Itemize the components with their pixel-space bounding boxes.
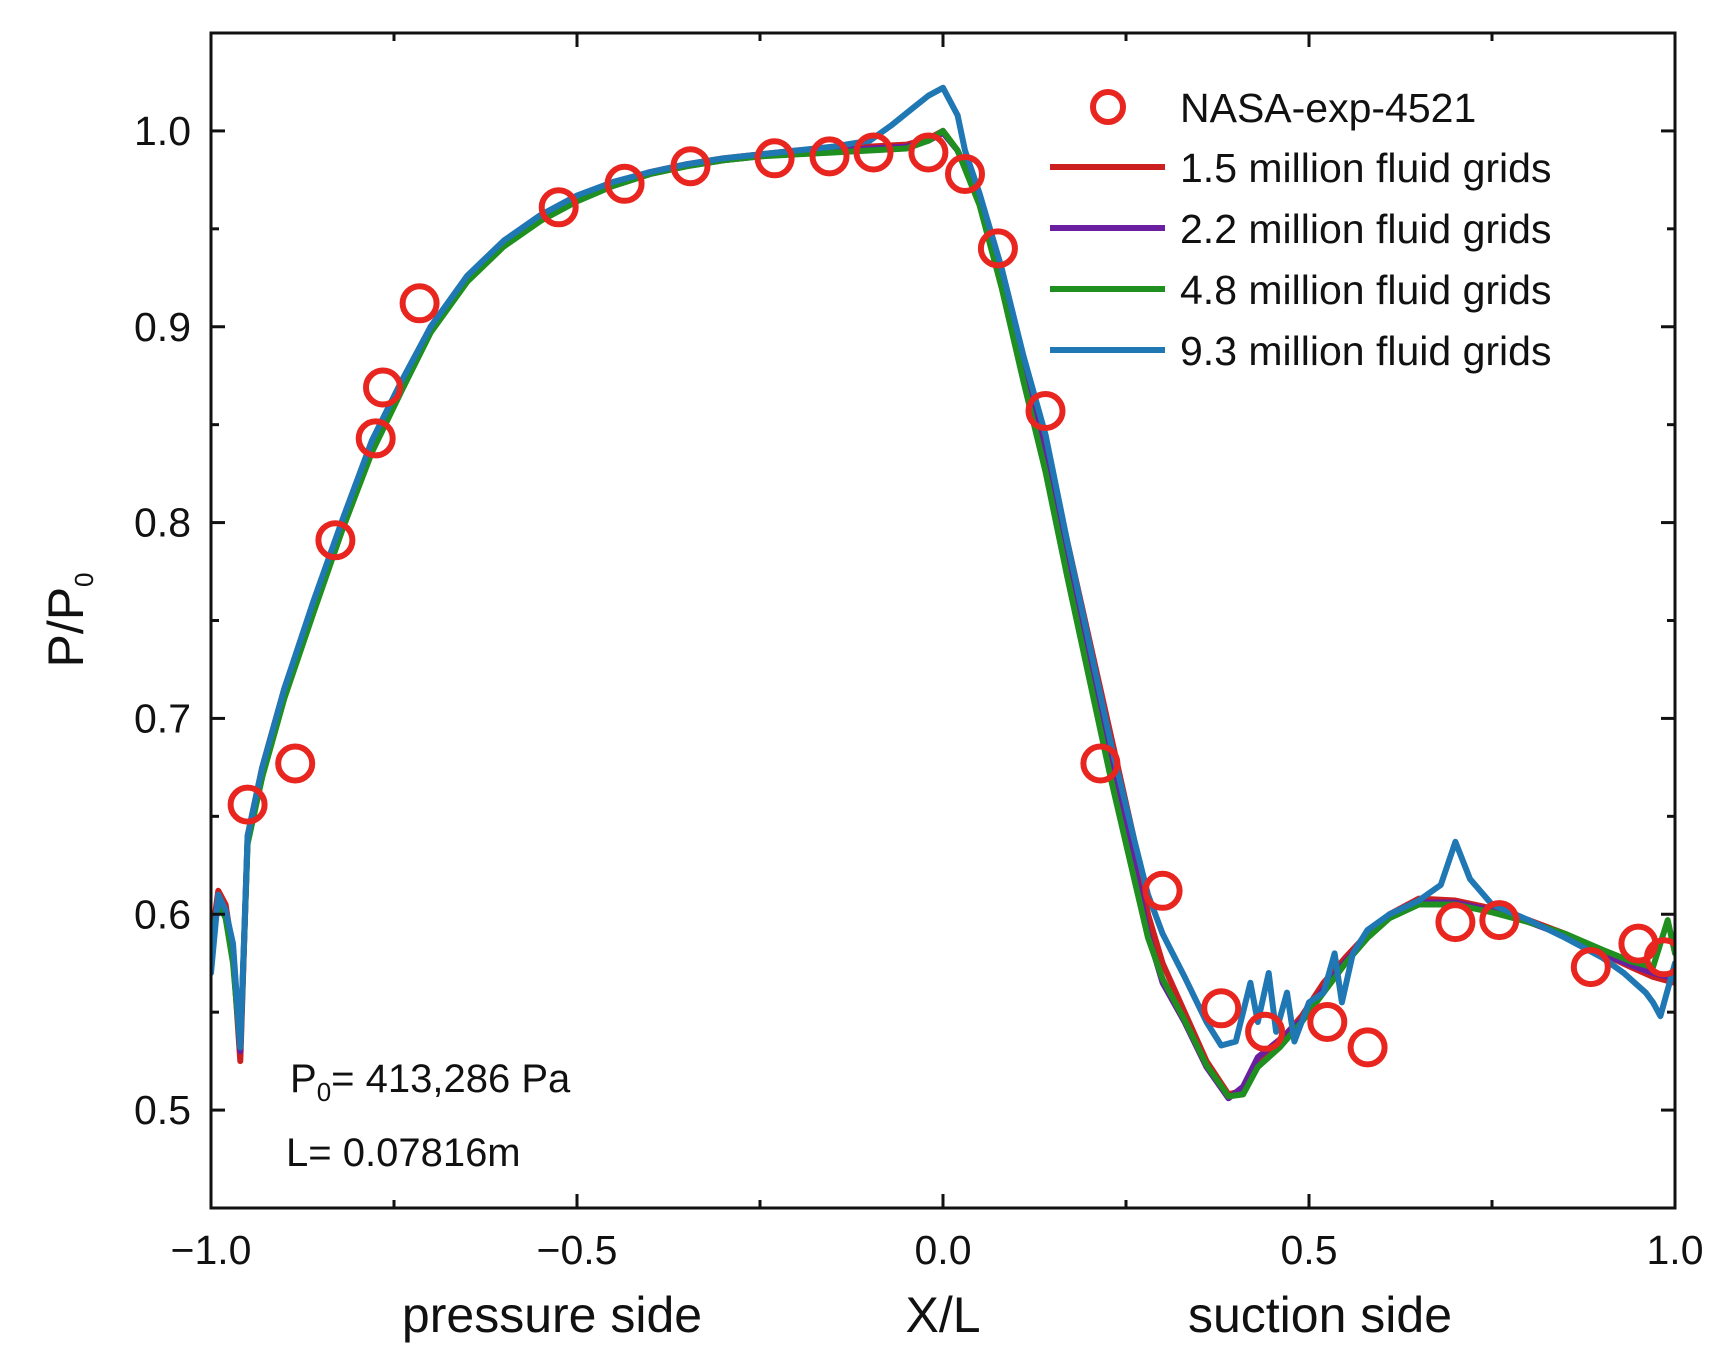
p0-annotation-prefix: P: [290, 1057, 317, 1101]
legend-label-2-2-million: 2.2 million fluid grids: [1180, 206, 1551, 252]
data-point-nasa-exp-4521-9: [754, 138, 795, 179]
y-axis-label-group: P/P0: [38, 572, 99, 667]
data-point-nasa-exp-4521-5: [399, 283, 440, 324]
y-axis-label: P/P0: [38, 572, 99, 667]
data-point-nasa-exp-4521-26: [1644, 937, 1675, 978]
data-point-nasa-exp-4521-8: [670, 146, 711, 187]
legend-label-nasa-exp: NASA-exp-4521: [1180, 85, 1476, 131]
p0-annotation: P0= 413,286 Pa: [290, 1057, 571, 1107]
legend-label-9-3-million: 9.3 million fluid grids: [1180, 328, 1551, 374]
plot-area: [211, 84, 1675, 1102]
x-axis-left-side-label: pressure side: [402, 1287, 702, 1343]
series-line-4-8-million-fluid-grids: [211, 127, 1675, 1100]
y-tick-label: 0.8: [134, 500, 191, 546]
data-point-nasa-exp-4521-7: [604, 163, 645, 204]
x-tick-label: 1.0: [1647, 1227, 1704, 1273]
y-axis-label-main: P/P: [38, 587, 94, 668]
data-point-nasa-exp-4521-22: [1435, 902, 1476, 943]
data-point-nasa-exp-4521-6: [538, 187, 579, 228]
y-axis-label-subscript: 0: [69, 572, 99, 586]
y-tick-label: 0.9: [134, 304, 191, 350]
x-tick-label: −0.5: [537, 1227, 618, 1273]
data-point-nasa-exp-4521-11: [853, 132, 894, 173]
data-point-nasa-exp-4521-21: [1347, 1027, 1388, 1068]
y-tick-label: 0.6: [134, 891, 191, 937]
ticks-layer: −1.0 −0.5 0.0 0.5 1.0 0.5 0.6 0.7 0.8 0.9 1.0: [134, 33, 1704, 1273]
legend-label-1-5-million: 1.5 million fluid grids: [1180, 145, 1551, 191]
data-point-nasa-exp-4521-23: [1479, 900, 1520, 941]
y-tick-label: 1.0: [134, 108, 191, 154]
legend: NASA-exp-4521 1.5 million fluid grids 2.…: [1050, 85, 1551, 374]
data-point-nasa-exp-4521-20: [1307, 1002, 1348, 1042]
x-tick-label: 0.5: [1281, 1227, 1338, 1273]
data-point-nasa-exp-4521-24: [1570, 947, 1611, 988]
p0-annotation-subscript: 0: [317, 1077, 331, 1107]
y-tick-label: 0.5: [134, 1087, 191, 1133]
x-tick-label: 0.0: [915, 1227, 972, 1273]
length-annotation: L= 0.07816m: [286, 1131, 521, 1175]
data-point-nasa-exp-4521-15: [1025, 391, 1066, 431]
x-axis-right-side-label: suction side: [1188, 1287, 1452, 1343]
data-point-nasa-exp-4521-19: [1245, 1011, 1286, 1052]
data-point-nasa-exp-4521-1: [275, 743, 316, 784]
p0-annotation-value: = 413,286 Pa: [331, 1057, 571, 1101]
data-point-nasa-exp-4521-14: [977, 228, 1018, 269]
data-point-nasa-exp-4521-3: [355, 418, 396, 459]
legend-marker-nasa-exp: [1090, 89, 1126, 125]
data-point-nasa-exp-4521-17: [1142, 870, 1183, 911]
data-point-nasa-exp-4521-13: [945, 154, 985, 194]
data-layer: [211, 84, 1675, 1102]
data-point-nasa-exp-4521-18: [1201, 988, 1242, 1029]
series-line-9-3-million-fluid-grids: [211, 84, 1675, 1051]
data-point-nasa-exp-4521-4: [363, 367, 403, 408]
data-point-nasa-exp-4521-10: [809, 136, 850, 177]
y-tick-label: 0.7: [134, 695, 191, 741]
data-point-nasa-exp-4521-12: [908, 132, 949, 173]
data-point-nasa-exp-4521-0: [227, 784, 268, 825]
x-axis-label: X/L: [905, 1287, 980, 1343]
x-tick-label: −1.0: [171, 1227, 252, 1273]
data-point-nasa-exp-4521-2: [315, 520, 356, 561]
legend-label-4-8-million: 4.8 million fluid grids: [1180, 267, 1551, 313]
data-point-nasa-exp-4521-16: [1080, 743, 1121, 784]
